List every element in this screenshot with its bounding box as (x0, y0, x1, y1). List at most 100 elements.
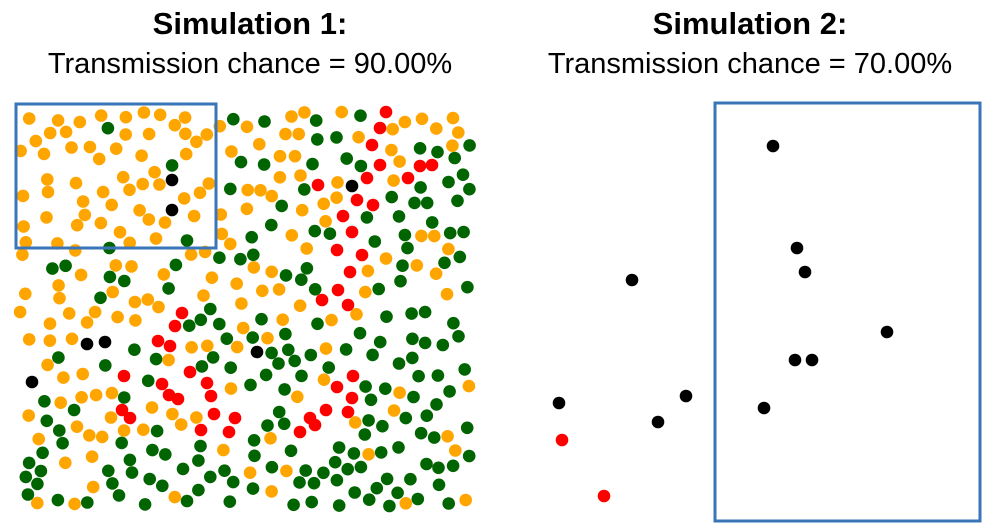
recovered-dot (307, 476, 321, 490)
susceptible-dot (225, 145, 238, 158)
susceptible-dot (174, 418, 188, 431)
recovered-dot (128, 343, 141, 357)
susceptible-dot (265, 189, 279, 203)
susceptible-dot (295, 203, 309, 217)
susceptible-dot (123, 236, 136, 250)
recovered-dot (218, 464, 231, 478)
susceptible-dot (264, 432, 277, 445)
recovered-dot (213, 317, 226, 331)
recovered-dot (277, 417, 291, 431)
recovered-dot (447, 316, 460, 330)
susceptible-dot (348, 416, 362, 429)
recovered-dot (46, 262, 59, 275)
susceptible-dot (214, 208, 228, 221)
susceptible-dot (410, 259, 424, 272)
susceptible-dot (136, 177, 149, 191)
infected-dot (200, 376, 214, 390)
dead-dot (250, 345, 264, 359)
susceptible-dot (241, 183, 254, 197)
susceptible-dot (88, 305, 102, 319)
recovered-dot (165, 159, 179, 172)
recovered-dot (244, 378, 257, 392)
recovered-dot (125, 466, 139, 479)
recovered-dot (373, 335, 387, 349)
infected-dot (228, 411, 242, 425)
recovered-dot (31, 477, 44, 491)
recovered-dot (322, 361, 336, 374)
dead-dot (798, 265, 812, 279)
recovered-dot (34, 464, 48, 478)
susceptible-dot (145, 401, 159, 414)
susceptible-dot (125, 260, 138, 273)
susceptible-dot (361, 264, 375, 278)
recovered-dot (323, 227, 337, 240)
recovered-dot (306, 157, 319, 171)
susceptible-dot (285, 229, 299, 242)
susceptible-dot (109, 259, 123, 272)
susceptible-dot (83, 140, 97, 154)
susceptible-dot (16, 189, 30, 203)
infected-dot (350, 193, 364, 207)
infected-dot (168, 319, 182, 333)
recovered-dot (101, 121, 115, 135)
simulation-1-field (13, 102, 476, 513)
susceptible-dot (298, 106, 311, 119)
recovered-dot (430, 398, 443, 411)
recovered-dot (159, 448, 172, 461)
recovered-dot (255, 312, 268, 326)
susceptible-dot (111, 310, 124, 324)
recovered-dot (372, 282, 386, 296)
recovered-dot (448, 151, 462, 165)
recovered-dot (411, 492, 425, 506)
susceptible-dot (95, 430, 109, 444)
susceptible-dot (62, 307, 76, 320)
dead-dot (766, 139, 780, 153)
susceptible-dot (319, 215, 332, 228)
infected-dot (373, 158, 387, 172)
susceptible-dot (224, 237, 237, 251)
susceptible-dot (29, 134, 43, 148)
recovered-dot (457, 225, 470, 239)
infected-dot (331, 283, 345, 297)
recovered-dot (94, 291, 107, 305)
recovered-dot (19, 470, 33, 484)
recovered-dot (442, 175, 455, 189)
recovered-dot (81, 496, 94, 509)
susceptible-dot (19, 287, 32, 301)
susceptible-dot (399, 497, 413, 510)
dead-dot (788, 353, 802, 367)
recovered-dot (431, 145, 444, 159)
susceptible-dot (13, 305, 27, 319)
susceptible-dot (446, 111, 460, 125)
infected-dot (311, 178, 325, 192)
recovered-dot (446, 459, 460, 473)
recovered-dot (169, 258, 183, 272)
susceptible-dot (19, 236, 33, 249)
susceptible-dot (230, 340, 244, 354)
recovered-dot (204, 470, 217, 484)
recovered-dot (330, 473, 344, 487)
recovered-dot (149, 352, 163, 366)
susceptible-dot (217, 443, 230, 457)
recovered-dot (418, 305, 432, 319)
infected-dot (597, 489, 611, 503)
infected-dot (330, 380, 344, 394)
recovered-dot (406, 351, 419, 365)
recovered-dot (347, 447, 361, 460)
recovered-dot (118, 274, 131, 288)
susceptible-dot (80, 316, 94, 329)
susceptible-dot (440, 287, 454, 301)
susceptible-dot (137, 423, 150, 437)
susceptible-dot (294, 169, 307, 182)
recovered-dot (162, 282, 175, 295)
susceptible-dot (86, 480, 100, 494)
susceptible-dot (429, 267, 443, 281)
susceptible-dot (105, 386, 119, 400)
recovered-dot (40, 414, 54, 428)
recovered-dot (354, 159, 368, 173)
infected-dot (365, 138, 379, 152)
simulation-2-title: Simulation 2: (652, 6, 848, 41)
recovered-dot (354, 460, 368, 474)
infected-dot (303, 411, 317, 425)
susceptible-dot (362, 448, 375, 461)
